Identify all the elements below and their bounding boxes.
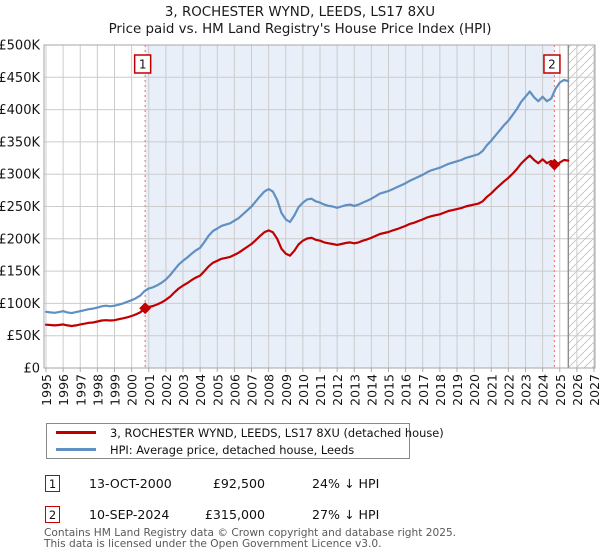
x-axis-label: 2002 xyxy=(159,374,174,406)
y-axis-label: £300K xyxy=(0,168,40,183)
plot-border xyxy=(43,44,596,369)
transaction-1-vs-hpi: 24% ↓ HPI xyxy=(312,476,380,491)
y-axis-label: £250K xyxy=(0,200,40,215)
x-axis-label: 2027 xyxy=(587,374,600,406)
x-axis-label: 1996 xyxy=(56,374,71,406)
legend-row-property: 3, ROCHESTER WYND, LEEDS, LS17 8XU (deta… xyxy=(56,426,444,440)
y-axis-label: £50K xyxy=(7,329,41,344)
transaction-row-1: 1 13-OCT-2000 £92,500 24% ↓ HPI xyxy=(45,474,379,493)
legend-row-hpi: HPI: Average price, detached house, Leed… xyxy=(56,443,409,457)
y-axis-label: £100K xyxy=(0,297,40,312)
x-axis-label: 2019 xyxy=(450,374,465,406)
x-axis-label: 2026 xyxy=(570,374,585,406)
sale-2-flag-number: 2 xyxy=(548,58,556,72)
x-axis-label: 2003 xyxy=(176,374,191,406)
x-axis-label: 2000 xyxy=(125,374,140,406)
y-axis-label: £200K xyxy=(0,232,40,247)
no-data-hatch-region xyxy=(568,45,595,368)
hpi-line-swatch xyxy=(56,448,96,451)
y-axis-label: £450K xyxy=(0,71,40,86)
sale-1-flag xyxy=(133,54,152,74)
transaction-2-price: £315,000 xyxy=(204,507,265,522)
x-axis-label: 2009 xyxy=(279,374,294,406)
transaction-1-price: £92,500 xyxy=(212,476,265,491)
transaction-2-marker: 2 xyxy=(45,506,60,523)
chart-legend: 3, ROCHESTER WYND, LEEDS, LS17 8XU (deta… xyxy=(46,423,444,459)
legend-label-hpi: HPI: Average price, detached house, Leed… xyxy=(110,442,355,457)
transaction-row-2: 2 10-SEP-2024 £315,000 27% ↓ HPI xyxy=(45,505,379,524)
x-axis-label: 2016 xyxy=(399,374,414,406)
x-axis-label: 2022 xyxy=(501,374,516,406)
x-axis-label: 2021 xyxy=(484,374,499,406)
transaction-2-vs-hpi: 27% ↓ HPI xyxy=(312,507,380,522)
x-axis-label: 2018 xyxy=(433,374,448,406)
x-axis-label: 2007 xyxy=(245,374,260,406)
x-axis-label: 2013 xyxy=(347,374,362,406)
x-axis-label: 1999 xyxy=(108,374,123,406)
page-title: 3, ROCHESTER WYND, LEEDS, LS17 8XU xyxy=(164,5,436,20)
transactions-table: 1 13-OCT-2000 £92,500 24% ↓ HPI 2 10-SEP… xyxy=(45,474,379,536)
x-axis-label: 1995 xyxy=(39,374,54,406)
x-axis-label: 1998 xyxy=(90,374,105,406)
y-axis-label: £0 xyxy=(23,362,40,377)
y-axis-label: £150K xyxy=(0,265,40,280)
page-subtitle: Price paid vs. HM Land Registry's House … xyxy=(108,22,492,37)
x-axis-label: 2012 xyxy=(330,374,345,406)
footer-line-1: Contains HM Land Registry data © Crown c… xyxy=(44,527,457,539)
x-axis-label: 2025 xyxy=(553,374,568,406)
property-price-line xyxy=(44,154,570,328)
x-axis-label: 2024 xyxy=(536,374,551,406)
price-history-chart: 1 2 £0 £50K £100K £150K £200K £250K £300K £350K £4… xyxy=(0,39,600,406)
sale-2-flag xyxy=(543,54,561,74)
x-axis-label: 2020 xyxy=(467,374,482,406)
footer-line-2: This data is licensed under the Open Gov… xyxy=(44,538,382,551)
property-line-swatch xyxy=(56,431,96,434)
x-axis-label: 2005 xyxy=(210,374,225,406)
hpi-line xyxy=(44,78,570,315)
x-axis-label: 2011 xyxy=(313,374,328,406)
y-axis-label: £500K xyxy=(0,39,40,54)
transaction-2-date: 10-SEP-2024 xyxy=(89,507,170,522)
x-axis-label: 2008 xyxy=(262,374,277,406)
x-axis-label: 2004 xyxy=(193,374,208,406)
transaction-1-date: 13-OCT-2000 xyxy=(89,476,172,491)
transaction-1-marker: 1 xyxy=(45,475,60,492)
license-footer: Contains HM Land Registry data © Crown c… xyxy=(44,527,457,551)
legend-label-property: 3, ROCHESTER WYND, LEEDS, LS17 8XU (deta… xyxy=(110,425,444,440)
sale-1-flag-number: 1 xyxy=(139,58,147,72)
x-axis-label: 2001 xyxy=(142,374,157,406)
x-axis-label: 2006 xyxy=(227,374,242,406)
x-axis-label: 2010 xyxy=(296,374,311,406)
x-axis-label: 1997 xyxy=(73,374,88,406)
x-axis-label: 2014 xyxy=(364,374,379,406)
x-axis-label: 2015 xyxy=(382,374,397,406)
y-axis-label: £350K xyxy=(0,135,40,150)
x-axis-label: 2017 xyxy=(416,374,431,406)
y-axis-label: £400K xyxy=(0,103,40,118)
x-axis-label: 2023 xyxy=(519,374,534,406)
